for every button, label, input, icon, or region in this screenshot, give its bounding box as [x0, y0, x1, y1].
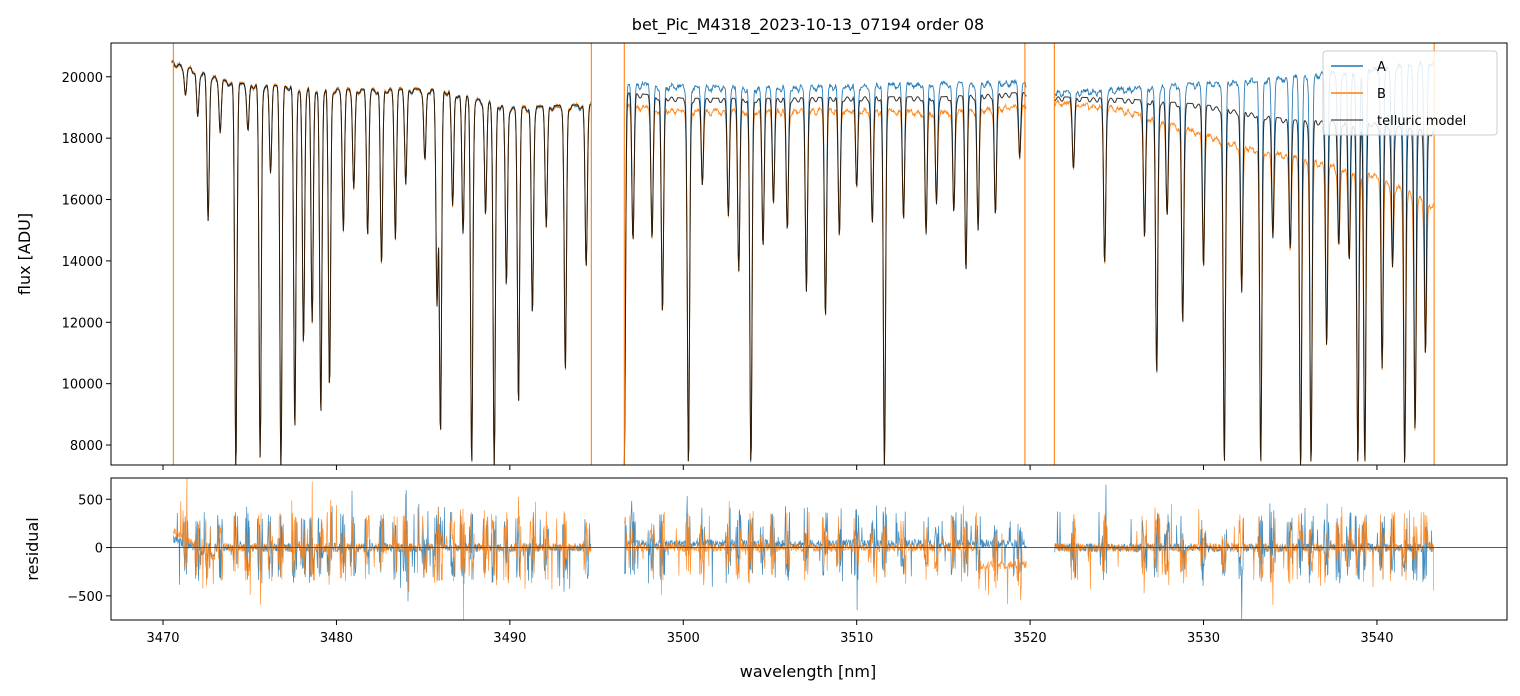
x-axis-label: wavelength [nm] — [740, 662, 877, 681]
flux-y-tick-label: 16000 — [62, 194, 103, 209]
flux-y-tick-label: 10000 — [62, 378, 103, 393]
residual-line-b-segment-3 — [1054, 503, 1435, 605]
residual-y-tick-label: 500 — [78, 493, 103, 508]
series-line-telluric-model-segment-3 — [1054, 96, 1434, 465]
residual-axes-frame — [110, 477, 1508, 621]
flux-y-tick-label: 18000 — [62, 132, 103, 147]
flux-y-tick-label: 12000 — [62, 316, 103, 331]
residual-line-a-segment-3 — [1054, 484, 1435, 620]
flux-axes-frame — [110, 42, 1508, 466]
legend-label-b: B — [1377, 87, 1386, 102]
flux-y-tick-label: 14000 — [62, 255, 103, 270]
x-tick-label: 3500 — [667, 631, 700, 646]
x-tick-label: 3530 — [1187, 631, 1220, 646]
x-tick-label: 3540 — [1360, 631, 1393, 646]
x-tick-label: 3490 — [493, 631, 526, 646]
flux-y-tick-label: 8000 — [70, 439, 103, 454]
x-tick-label: 3520 — [1014, 631, 1047, 646]
residual-panel: −500 0 500 3470 3480 3490 3500 3510 3520 3530 3540… — [23, 477, 1508, 646]
legend-label-a: A — [1377, 60, 1386, 75]
series-line-telluric-model-segment-1 — [171, 60, 592, 465]
x-tick-label: 3470 — [146, 631, 179, 646]
residual-y-axis-label: residual — [23, 517, 42, 580]
x-tick-label: 3480 — [320, 631, 353, 646]
flux-panel: 8000 10000 12000 14000 16000 18000 20000 flux [… — [15, 42, 1508, 470]
flux-y-axis-label: flux [ADU] — [15, 213, 34, 295]
chart-title: bet_Pic_M4318_2023-10-13_07194 order 08 — [632, 15, 984, 35]
residual-y-tick-label: −500 — [67, 590, 103, 605]
series-line-telluric-model-segment-2 — [623, 92, 1027, 465]
x-tick-label: 3510 — [840, 631, 873, 646]
series-line-a-segment-2 — [623, 79, 1027, 465]
flux-y-tick-label: 20000 — [62, 71, 103, 86]
legend-label-telluric-model: telluric model — [1377, 114, 1466, 129]
series-line-b-segment-3 — [1053, 98, 1434, 465]
residual-line-a-segment-1 — [173, 490, 592, 602]
residual-y-tick-label: 0 — [95, 542, 103, 557]
legend-box — [1322, 50, 1498, 136]
series-line-b-segment-2 — [623, 103, 1027, 465]
